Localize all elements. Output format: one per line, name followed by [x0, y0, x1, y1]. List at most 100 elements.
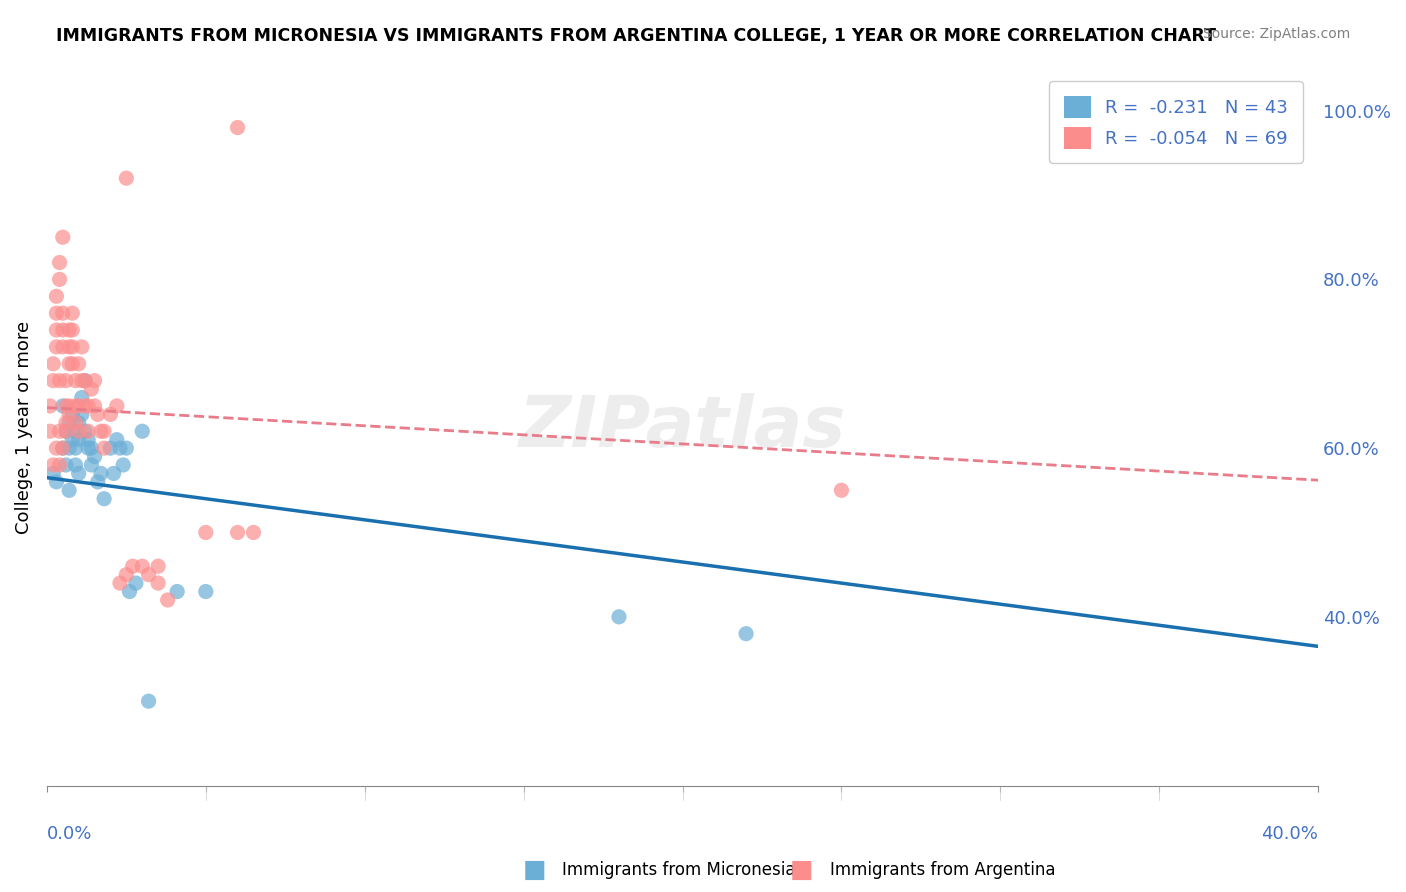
Point	[77, 399, 100, 413]
Point	[67, 467, 90, 481]
Point	[65, 399, 87, 413]
Point	[58, 357, 80, 371]
Point	[146, 559, 169, 574]
Point	[93, 491, 115, 506]
Point	[138, 567, 160, 582]
Point	[80, 441, 103, 455]
Point	[42, 458, 65, 472]
Text: 0.0%: 0.0%	[46, 825, 93, 843]
Point	[100, 441, 122, 455]
Point	[735, 626, 758, 640]
Point	[93, 424, 115, 438]
Point	[83, 399, 105, 413]
Point	[58, 408, 80, 422]
Y-axis label: College, 1 year or more: College, 1 year or more	[15, 320, 32, 533]
Point	[83, 450, 105, 464]
Point	[65, 424, 87, 438]
Point	[55, 374, 77, 388]
Point	[65, 416, 87, 430]
Point	[112, 458, 135, 472]
Point	[52, 340, 75, 354]
Text: Source: ZipAtlas.com: Source: ZipAtlas.com	[1202, 27, 1350, 41]
Point	[226, 525, 249, 540]
Point	[58, 483, 80, 498]
Point	[42, 467, 65, 481]
Point	[80, 382, 103, 396]
Point	[48, 458, 70, 472]
Point	[67, 357, 90, 371]
Point	[45, 340, 67, 354]
Point	[45, 289, 67, 303]
Point	[52, 399, 75, 413]
Point	[121, 559, 143, 574]
Point	[194, 525, 217, 540]
Point	[52, 230, 75, 244]
Point	[60, 340, 83, 354]
Text: Immigrants from Argentina: Immigrants from Argentina	[830, 861, 1054, 879]
Point	[70, 340, 93, 354]
Point	[60, 433, 83, 447]
Point	[146, 576, 169, 591]
Point	[83, 374, 105, 388]
Point	[103, 467, 125, 481]
Point	[45, 323, 67, 337]
Point	[58, 323, 80, 337]
Point	[108, 441, 131, 455]
Point	[60, 306, 83, 320]
Point	[118, 584, 141, 599]
Point	[48, 424, 70, 438]
Point	[131, 559, 153, 574]
Point	[105, 399, 128, 413]
Point	[48, 272, 70, 286]
Point	[115, 171, 138, 186]
Point	[100, 408, 122, 422]
Point	[60, 357, 83, 371]
Point	[48, 255, 70, 269]
Point	[108, 576, 131, 591]
Point	[58, 441, 80, 455]
Point	[70, 408, 93, 422]
Point	[70, 391, 93, 405]
Point	[42, 374, 65, 388]
Point	[77, 433, 100, 447]
Point	[65, 441, 87, 455]
Point	[58, 340, 80, 354]
Point	[52, 441, 75, 455]
Text: ■: ■	[523, 858, 546, 881]
Point	[87, 408, 110, 422]
Point	[39, 399, 62, 413]
Text: Immigrants from Micronesia: Immigrants from Micronesia	[562, 861, 796, 879]
Point	[58, 416, 80, 430]
Point	[67, 433, 90, 447]
Legend: R =  -0.231   N = 43, R =  -0.054   N = 69: R = -0.231 N = 43, R = -0.054 N = 69	[1049, 81, 1303, 163]
Point	[65, 374, 87, 388]
Point	[115, 567, 138, 582]
Point	[73, 399, 96, 413]
Point	[67, 416, 90, 430]
Point	[830, 483, 852, 498]
Text: 40.0%: 40.0%	[1261, 825, 1319, 843]
Text: IMMIGRANTS FROM MICRONESIA VS IMMIGRANTS FROM ARGENTINA COLLEGE, 1 YEAR OR MORE : IMMIGRANTS FROM MICRONESIA VS IMMIGRANTS…	[56, 27, 1216, 45]
Point	[70, 374, 93, 388]
Point	[42, 357, 65, 371]
Point	[55, 416, 77, 430]
Point	[138, 694, 160, 708]
Text: ■: ■	[790, 858, 813, 881]
Point	[39, 424, 62, 438]
Point	[73, 374, 96, 388]
Point	[226, 120, 249, 135]
Point	[52, 441, 75, 455]
Point	[60, 323, 83, 337]
Point	[55, 399, 77, 413]
Point	[77, 441, 100, 455]
Point	[105, 433, 128, 447]
Point	[194, 584, 217, 599]
Point	[131, 424, 153, 438]
Point	[607, 610, 630, 624]
Point	[166, 584, 188, 599]
Point	[67, 399, 90, 413]
Point	[58, 399, 80, 413]
Point	[48, 374, 70, 388]
Point	[73, 374, 96, 388]
Point	[55, 424, 77, 438]
